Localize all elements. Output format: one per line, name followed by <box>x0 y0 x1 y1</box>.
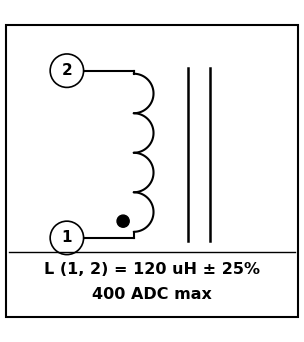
Circle shape <box>117 215 129 227</box>
Text: 2: 2 <box>61 63 72 78</box>
Text: 400 ADC max: 400 ADC max <box>92 287 212 302</box>
Text: L (1, 2) = 120 uH ± 25%: L (1, 2) = 120 uH ± 25% <box>44 262 260 277</box>
Text: 1: 1 <box>62 231 72 245</box>
